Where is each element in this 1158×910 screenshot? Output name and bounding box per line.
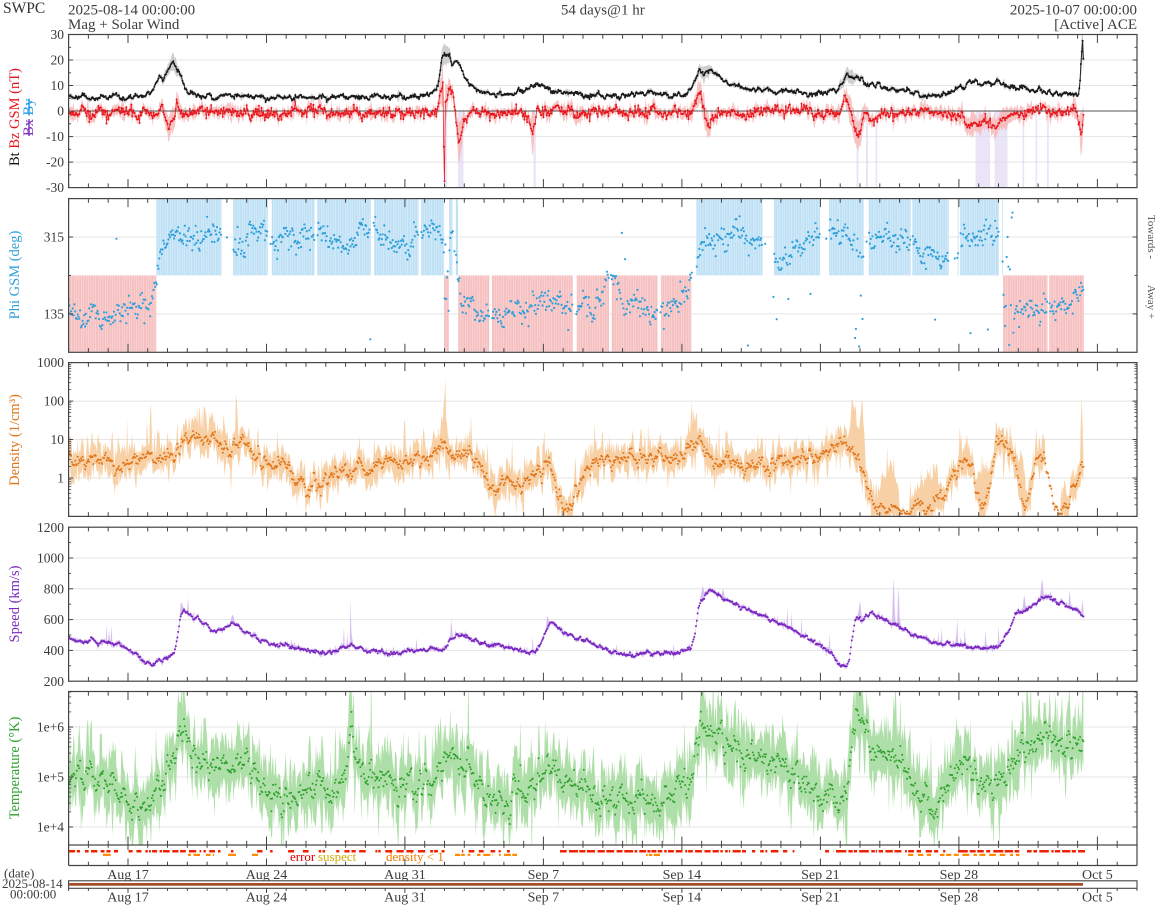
svg-text:Sep 7: Sep 7 [528, 868, 560, 883]
svg-text:error: error [290, 849, 316, 864]
svg-text:1e+4: 1e+4 [37, 820, 64, 835]
svg-text:-20: -20 [46, 155, 64, 170]
svg-text:[Active] ACE: [Active] ACE [1054, 17, 1137, 33]
svg-text:Sep 28: Sep 28 [940, 868, 979, 883]
svg-text:1e+6: 1e+6 [37, 720, 64, 735]
svg-text:400: 400 [44, 643, 65, 658]
svg-text:density < 1: density < 1 [386, 849, 444, 864]
svg-text:Oct 5: Oct 5 [1082, 891, 1113, 906]
svg-text:Sep 7: Sep 7 [528, 891, 560, 906]
svg-text:Sep 21: Sep 21 [801, 868, 840, 883]
svg-text:suspect: suspect [318, 849, 357, 864]
svg-text:54 days@1 hr: 54 days@1 hr [561, 3, 645, 19]
svg-text:Sep 28: Sep 28 [940, 891, 979, 906]
svg-text:Oct 5: Oct 5 [1082, 868, 1113, 883]
svg-text:10: 10 [51, 432, 65, 447]
svg-text:-10: -10 [46, 129, 64, 144]
svg-text:1e+5: 1e+5 [37, 770, 64, 785]
svg-text:2025-10-07 00:00:00: 2025-10-07 00:00:00 [1010, 3, 1137, 19]
svg-text:Bt Bz GSM (nT): Bt Bz GSM (nT) [7, 68, 23, 166]
svg-text:315: 315 [44, 230, 65, 245]
svg-text:1: 1 [57, 471, 64, 486]
svg-text:Aug 24: Aug 24 [246, 891, 288, 906]
svg-text:0: 0 [57, 104, 64, 119]
svg-text:135: 135 [44, 307, 65, 322]
svg-text:Towards -: Towards - [1145, 215, 1157, 259]
svg-text:1000: 1000 [37, 355, 64, 370]
svg-text:Density (1/cm³): Density (1/cm³) [7, 394, 23, 486]
svg-text:800: 800 [44, 581, 65, 596]
svg-text:Aug 31: Aug 31 [384, 891, 426, 906]
svg-text:Aug 17: Aug 17 [107, 891, 149, 906]
svg-text:30: 30 [51, 27, 65, 42]
svg-text:2025-08-14: 2025-08-14 [2, 876, 63, 891]
svg-text:Temperature (°K): Temperature (°K) [7, 717, 23, 820]
svg-text:00:00:00: 00:00:00 [10, 887, 56, 902]
svg-text:Phi GSM (deg): Phi GSM (deg) [7, 231, 23, 320]
svg-text:10: 10 [51, 78, 65, 93]
svg-text:Sep 14: Sep 14 [663, 891, 702, 906]
svg-text:Mag + Solar Wind: Mag + Solar Wind [68, 17, 180, 33]
svg-text:Aug 24: Aug 24 [246, 868, 288, 883]
svg-text:Sep 14: Sep 14 [663, 868, 702, 883]
svg-text:Aug 17: Aug 17 [107, 868, 149, 883]
svg-text:Speed (km/s): Speed (km/s) [7, 565, 23, 642]
svg-text:(date): (date) [4, 866, 34, 881]
svg-text:600: 600 [44, 612, 65, 627]
svg-text:200: 200 [44, 674, 65, 689]
svg-text:1200: 1200 [37, 520, 64, 535]
svg-text:2025-08-14 00:00:00: 2025-08-14 00:00:00 [68, 3, 195, 19]
svg-text:Sep 21: Sep 21 [801, 891, 840, 906]
svg-text:SWPC: SWPC [3, 0, 45, 17]
svg-text:Aug 31: Aug 31 [384, 868, 426, 883]
svg-text:Away +: Away + [1145, 285, 1157, 319]
svg-text:Bx By: Bx By [21, 98, 37, 136]
svg-text:-30: -30 [46, 180, 64, 195]
svg-text:20: 20 [51, 53, 65, 68]
svg-text:100: 100 [44, 394, 65, 409]
svg-text:1000: 1000 [37, 551, 64, 566]
